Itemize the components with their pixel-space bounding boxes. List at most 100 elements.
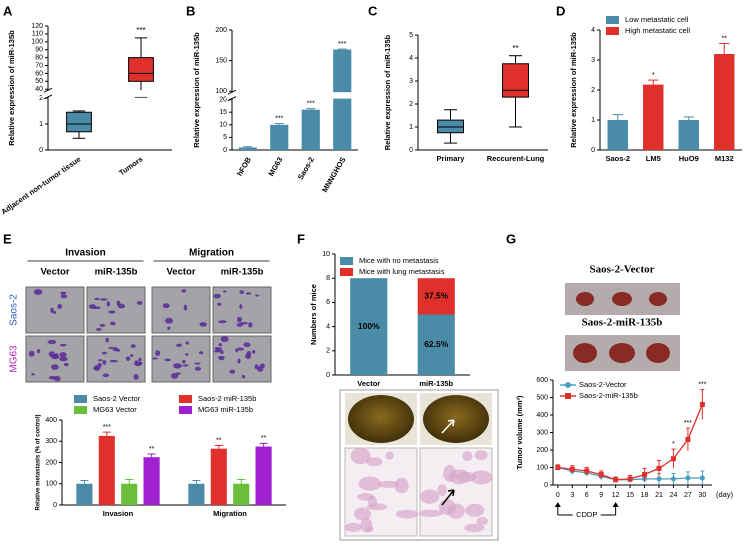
cell <box>60 294 68 299</box>
cell <box>245 353 251 359</box>
column-label: miR-135b <box>221 267 264 278</box>
significance: ** <box>149 446 155 453</box>
y-tick-label: 50 <box>35 78 43 85</box>
tissue <box>419 489 440 504</box>
cell <box>164 317 174 324</box>
cell <box>125 356 131 361</box>
x-tick-label: 9 <box>599 492 603 499</box>
legend-label: High metastatic cell <box>625 26 690 35</box>
cell <box>229 369 236 374</box>
panel-label: F <box>297 231 305 246</box>
point <box>699 475 705 481</box>
y-tick-label: 1 <box>39 121 43 128</box>
bar <box>333 49 352 150</box>
tissue <box>395 509 419 519</box>
legend-label: Saos-2 Vector <box>93 394 141 403</box>
cell <box>105 337 109 343</box>
y-tick-label: 100 <box>536 464 548 471</box>
legend-marker <box>565 382 571 388</box>
tissue <box>470 470 493 485</box>
cell <box>218 320 227 324</box>
y-tick-label: 10 <box>322 251 330 258</box>
y-axis-label: Relative expression of miR-135b <box>569 32 578 148</box>
y-tick-label: 90 <box>35 47 43 54</box>
y-tick-label: 0 <box>591 147 595 154</box>
significance: *** <box>275 115 283 122</box>
point <box>555 465 561 470</box>
cell <box>109 359 118 363</box>
y-tick-label: 5 <box>223 134 227 141</box>
cell <box>97 359 103 362</box>
x-tick-label: 15 <box>626 492 634 499</box>
tumor <box>609 343 635 363</box>
y-tick-label: 15 <box>219 109 227 116</box>
legend-label: Saos-2 miR-135b <box>198 394 256 403</box>
tissue <box>365 525 374 533</box>
break-mark <box>227 96 237 102</box>
cell <box>176 343 183 347</box>
x-tick-label: Primary <box>437 154 466 163</box>
percent-label: 37.5% <box>424 291 449 301</box>
significance: *** <box>103 424 111 431</box>
cell <box>162 303 170 309</box>
cell <box>217 302 222 306</box>
break-mark <box>227 89 237 95</box>
x-tick-label: miR-135b <box>419 379 453 388</box>
micrograph <box>151 335 211 383</box>
cell <box>182 364 189 367</box>
x-tick-label: Saos-2 <box>605 154 630 163</box>
cell <box>28 350 35 357</box>
legend-swatch <box>179 406 192 414</box>
tissue <box>385 451 394 460</box>
box <box>66 111 92 133</box>
y-tick-label: 0 <box>223 147 227 154</box>
y-tick-label: 200 <box>45 459 57 466</box>
cell <box>59 352 67 358</box>
significance: *** <box>684 420 692 427</box>
y-tick-label: 1 <box>409 124 413 131</box>
significance: *** <box>307 101 315 108</box>
significance: ** <box>216 437 222 444</box>
legend-label: Saos-2-miR-135b <box>579 391 638 400</box>
tissue <box>358 476 382 491</box>
point <box>613 477 619 483</box>
x-tick-label: 21 <box>655 492 663 499</box>
arrow <box>441 489 455 506</box>
significance: *** <box>136 26 145 35</box>
legend-label: MG63 Vector <box>93 405 137 414</box>
cell <box>101 351 107 355</box>
y-axis-label: Relative expression of miR-135b <box>383 34 392 150</box>
cell <box>213 293 221 299</box>
cell <box>63 362 69 367</box>
point <box>569 466 575 472</box>
cell <box>255 294 260 297</box>
cell <box>183 304 188 311</box>
group-label: Migration <box>189 248 234 259</box>
bar <box>210 448 227 505</box>
cell <box>194 362 201 365</box>
bar <box>270 124 289 150</box>
cell <box>237 358 241 364</box>
cell <box>37 348 41 354</box>
cell <box>106 301 111 307</box>
point <box>685 475 691 481</box>
tissue <box>377 480 400 488</box>
image-label: Saos-2-miR-135b <box>582 317 663 329</box>
bar <box>76 483 93 505</box>
y-tick-label: 1 <box>591 117 595 124</box>
cell <box>184 353 189 356</box>
cell <box>129 354 134 357</box>
bar <box>255 446 272 505</box>
column-label: Vector <box>40 267 69 278</box>
tissue <box>366 457 383 467</box>
cell <box>239 304 243 310</box>
y-tick-label: 4 <box>409 55 413 62</box>
y-tick-label: 2 <box>591 87 595 94</box>
y-tick-label: 0 <box>53 502 57 509</box>
x-tick-label: 12 <box>612 492 620 499</box>
point <box>656 465 662 471</box>
cell <box>115 348 121 352</box>
x-tick-label: Reccurent-Lung <box>487 154 545 163</box>
cell <box>130 344 136 348</box>
cell <box>167 326 171 330</box>
